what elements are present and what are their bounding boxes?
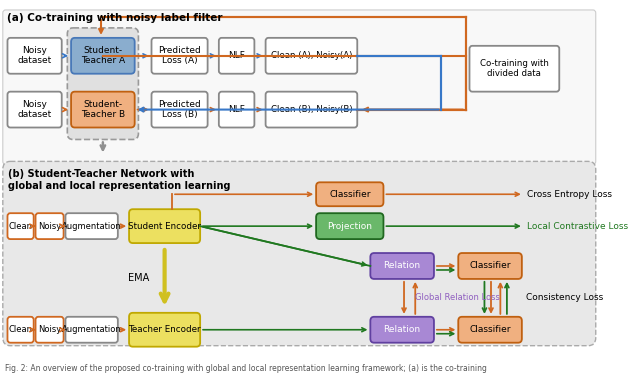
FancyBboxPatch shape [152, 38, 207, 74]
Text: (a) Co-training with noisy label filter: (a) Co-training with noisy label filter [8, 13, 223, 23]
Text: Noisy: Noisy [38, 222, 61, 231]
Text: Noisy
dataset: Noisy dataset [17, 46, 52, 65]
FancyBboxPatch shape [36, 213, 63, 239]
FancyBboxPatch shape [458, 253, 522, 279]
FancyBboxPatch shape [36, 317, 63, 343]
Text: Relation: Relation [383, 261, 420, 270]
FancyBboxPatch shape [129, 209, 200, 243]
Text: Global Relation Loss: Global Relation Loss [415, 293, 500, 302]
Text: Noisy: Noisy [38, 325, 61, 334]
FancyBboxPatch shape [8, 317, 34, 343]
Text: Student Encoder: Student Encoder [128, 222, 201, 231]
Text: Student-
Teacher B: Student- Teacher B [81, 100, 125, 119]
Text: EMA: EMA [128, 273, 149, 283]
FancyBboxPatch shape [458, 317, 522, 343]
FancyBboxPatch shape [266, 38, 357, 74]
Text: NLF: NLF [228, 51, 245, 60]
FancyBboxPatch shape [65, 317, 118, 343]
Text: Classifier: Classifier [469, 325, 511, 334]
Text: (b) Student-Teacher Network with
global and local representation learning: (b) Student-Teacher Network with global … [8, 169, 231, 191]
FancyBboxPatch shape [71, 92, 134, 128]
FancyBboxPatch shape [8, 213, 34, 239]
FancyBboxPatch shape [316, 213, 383, 239]
FancyBboxPatch shape [316, 182, 383, 206]
Text: Cross Entropy Loss: Cross Entropy Loss [527, 190, 612, 199]
FancyBboxPatch shape [129, 313, 200, 347]
Text: Teacher Encoder: Teacher Encoder [128, 325, 201, 334]
FancyBboxPatch shape [470, 46, 559, 92]
Text: Fig. 2: An overview of the proposed co-training with global and local representa: Fig. 2: An overview of the proposed co-t… [4, 364, 486, 373]
Text: Classifier: Classifier [469, 261, 511, 270]
Text: Clean: Clean [8, 222, 33, 231]
Text: Predicted
Loss (B): Predicted Loss (B) [158, 100, 201, 119]
FancyBboxPatch shape [3, 162, 596, 346]
Text: Noisy
dataset: Noisy dataset [17, 100, 52, 119]
FancyBboxPatch shape [65, 213, 118, 239]
Text: Augmentation: Augmentation [62, 222, 122, 231]
FancyBboxPatch shape [219, 92, 254, 128]
Text: NLF: NLF [228, 105, 245, 114]
Text: Projection: Projection [327, 222, 372, 231]
FancyBboxPatch shape [3, 10, 596, 165]
FancyBboxPatch shape [219, 38, 254, 74]
Text: Relation: Relation [383, 325, 420, 334]
Text: Clean (B), Noisy(B): Clean (B), Noisy(B) [271, 105, 352, 114]
Text: Clean: Clean [8, 325, 33, 334]
Text: Co-training with
divided data: Co-training with divided data [480, 59, 549, 79]
FancyBboxPatch shape [371, 253, 434, 279]
FancyBboxPatch shape [71, 38, 134, 74]
FancyBboxPatch shape [266, 92, 357, 128]
Text: Classifier: Classifier [329, 190, 371, 199]
FancyBboxPatch shape [152, 92, 207, 128]
FancyBboxPatch shape [8, 92, 61, 128]
Text: Augmentation: Augmentation [62, 325, 122, 334]
FancyBboxPatch shape [67, 28, 138, 140]
FancyBboxPatch shape [371, 317, 434, 343]
Text: Local Contrastive Loss: Local Contrastive Loss [527, 222, 628, 231]
Text: Consistency Loss: Consistency Loss [525, 293, 603, 302]
FancyBboxPatch shape [8, 38, 61, 74]
Text: Clean (A), Noisy(A): Clean (A), Noisy(A) [271, 51, 352, 60]
Text: Student-
Teacher A: Student- Teacher A [81, 46, 125, 65]
Text: Predicted
Loss (A): Predicted Loss (A) [158, 46, 201, 65]
